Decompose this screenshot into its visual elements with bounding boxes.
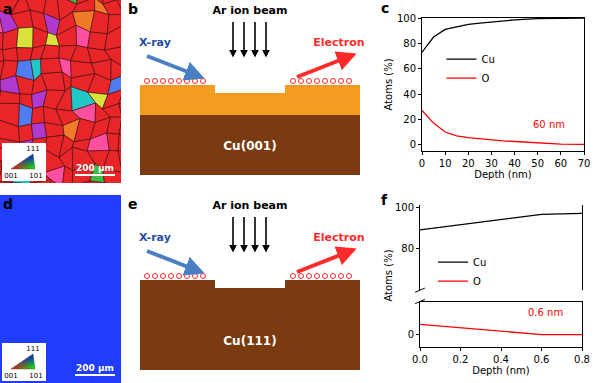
svg-text:200 μm: 200 μm — [76, 163, 114, 173]
svg-text:0.6 nm: 0.6 nm — [528, 307, 563, 318]
svg-text:b: b — [128, 1, 138, 17]
svg-text:Electron: Electron — [313, 231, 364, 244]
svg-text:0.8: 0.8 — [574, 354, 590, 365]
svg-text:Depth (nm): Depth (nm) — [474, 169, 532, 180]
svg-text:10: 10 — [439, 158, 452, 169]
svg-text:111: 111 — [26, 145, 39, 153]
svg-text:0.2: 0.2 — [453, 354, 469, 365]
svg-text:40: 40 — [508, 158, 521, 169]
svg-text:Atoms (%): Atoms (%) — [383, 249, 394, 301]
svg-text:c: c — [381, 0, 389, 16]
svg-text:e: e — [128, 196, 138, 212]
svg-text:0.6: 0.6 — [534, 354, 550, 365]
svg-text:80: 80 — [403, 38, 416, 49]
svg-text:Cu: Cu — [473, 257, 486, 268]
svg-text:0.4: 0.4 — [493, 354, 509, 365]
svg-text:101: 101 — [29, 372, 42, 380]
svg-text:Ar ion beam: Ar ion beam — [213, 199, 288, 212]
svg-text:Cu: Cu — [481, 54, 494, 65]
svg-text:001: 001 — [4, 372, 17, 380]
svg-text:0: 0 — [419, 158, 425, 169]
svg-text:d: d — [3, 196, 13, 212]
svg-text:Electron: Electron — [313, 36, 364, 49]
svg-text:0: 0 — [408, 329, 414, 340]
svg-text:20: 20 — [462, 158, 475, 169]
svg-text:200 μm: 200 μm — [76, 363, 114, 373]
svg-text:Depth (nm): Depth (nm) — [472, 365, 530, 376]
svg-text:Ar ion beam: Ar ion beam — [213, 4, 288, 17]
svg-text:X-ray: X-ray — [139, 231, 171, 244]
svg-text:0: 0 — [410, 139, 416, 150]
svg-text:100: 100 — [395, 202, 414, 213]
svg-text:f: f — [381, 192, 388, 208]
svg-text:100: 100 — [397, 13, 416, 24]
svg-text:60 nm: 60 nm — [533, 119, 565, 130]
svg-text:70: 70 — [578, 158, 591, 169]
svg-text:Cu(111): Cu(111) — [223, 334, 276, 348]
svg-text:a: a — [3, 1, 12, 17]
svg-text:80: 80 — [401, 243, 414, 254]
svg-text:O: O — [481, 73, 489, 84]
svg-text:Cu(001): Cu(001) — [223, 139, 276, 153]
svg-text:0.0: 0.0 — [412, 354, 428, 365]
svg-text:O: O — [473, 276, 481, 287]
svg-text:001: 001 — [4, 172, 17, 180]
svg-text:50: 50 — [531, 158, 544, 169]
svg-text:60: 60 — [403, 63, 416, 74]
svg-text:101: 101 — [29, 172, 42, 180]
svg-text:111: 111 — [26, 345, 39, 353]
svg-text:40: 40 — [403, 89, 416, 100]
svg-text:X-ray: X-ray — [139, 36, 171, 49]
svg-text:60: 60 — [554, 158, 567, 169]
svg-text:20: 20 — [403, 114, 416, 125]
svg-text:30: 30 — [485, 158, 498, 169]
svg-text:Atoms (%): Atoms (%) — [383, 58, 394, 110]
